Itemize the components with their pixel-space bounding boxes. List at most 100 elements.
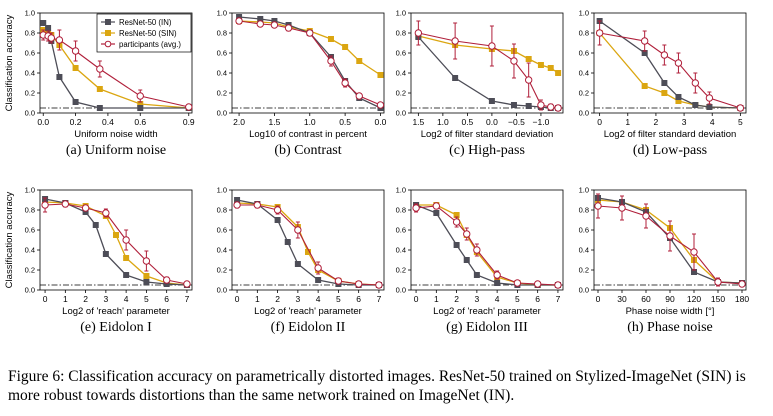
- data-point-participants: [270, 21, 279, 29]
- y-tick-label: 0.8: [25, 206, 35, 215]
- y-tick-label: 0.4: [396, 69, 406, 78]
- data-point-in: [494, 280, 501, 286]
- data-point-participants: [102, 209, 110, 217]
- y-tick-label: 1.0: [579, 186, 589, 195]
- data-point-in: [452, 75, 459, 81]
- data-point-participants: [642, 212, 650, 220]
- y-tick-label: 0.6: [579, 49, 589, 58]
- data-point-sin: [453, 212, 460, 218]
- x-axis-label: Log2 of 'reach' parameter: [254, 306, 362, 317]
- x-tick-label: 4: [316, 294, 321, 304]
- x-tick-label: 7: [185, 294, 190, 304]
- data-point-participants: [183, 280, 191, 288]
- chart-panel-3: 0.0 0.2 0.4 0.6 0.8 1.0 1.5 1.0 0.5 0.0 −0.5 −1.0 Lo…: [396, 9, 564, 158]
- data-point-participants: [375, 281, 383, 289]
- series-line-participants: [45, 203, 188, 285]
- data-point-participants: [162, 276, 171, 284]
- x-tick-label: −1.0: [533, 117, 550, 127]
- x-tick-label: 1.0: [304, 117, 316, 127]
- x-tick-label: 0: [597, 117, 602, 127]
- series-line-participants: [237, 204, 379, 286]
- data-point-participants: [595, 29, 604, 37]
- y-tick-label: 0.2: [25, 89, 35, 98]
- data-point-in: [82, 209, 89, 215]
- y-tick-label: 0.6: [25, 49, 35, 58]
- subcaption: (c) High-pass: [449, 143, 525, 158]
- data-point-participants: [273, 206, 282, 214]
- x-tick-label: 5: [144, 294, 149, 304]
- y-tick-label: 1.0: [396, 9, 406, 18]
- x-tick-label: 0.6: [134, 117, 146, 127]
- data-point-in: [72, 99, 79, 105]
- subcaption: (b) Contrast: [274, 143, 341, 158]
- data-point-participants: [233, 201, 241, 209]
- x-tick-label: 0.5: [339, 117, 351, 127]
- data-point-participants: [666, 232, 674, 240]
- data-point-sin: [123, 255, 130, 261]
- y-tick-label: 0.8: [579, 206, 589, 215]
- subcaption: (h) Phase noise: [627, 320, 713, 335]
- data-point-in: [525, 103, 532, 109]
- data-point-participants: [488, 42, 496, 50]
- legend-label-sin: ResNet-50 (SIN): [119, 29, 177, 38]
- y-tick-label: 0.8: [25, 29, 35, 38]
- data-point-participants: [414, 29, 423, 37]
- y-tick-label: 0.4: [217, 246, 227, 255]
- data-point-in: [433, 210, 440, 216]
- data-point-participants: [96, 65, 104, 73]
- data-point-participants: [355, 92, 363, 100]
- data-point-in: [284, 239, 291, 245]
- chart-panel-5: 0.0 0.2 0.4 0.6 0.8 1.0 0 1 2 3 4 5 6 7 Log2 of 'reach…: [4, 186, 193, 335]
- series-line-in: [415, 204, 558, 286]
- data-point-participants: [81, 204, 90, 212]
- data-point-sin: [547, 65, 554, 71]
- data-point-in: [510, 102, 517, 108]
- x-tick-label: 0.2: [70, 117, 82, 127]
- data-point-participants: [451, 37, 459, 45]
- plot-frame: [231, 12, 385, 114]
- data-point-participants: [690, 248, 698, 256]
- x-tick-label: 1: [255, 294, 260, 304]
- data-point-participants: [327, 57, 335, 65]
- data-point-sin: [377, 72, 384, 78]
- x-axis-label: Uniform noise width: [74, 129, 157, 140]
- series-line-in: [599, 20, 741, 109]
- x-tick-label: 0.9: [183, 117, 195, 127]
- x-tick-label: 6: [535, 294, 540, 304]
- x-tick-label: 2: [83, 294, 88, 304]
- x-tick-label: 5: [515, 294, 520, 304]
- data-point-participants: [432, 202, 441, 210]
- y-tick-label: 0.8: [217, 206, 227, 215]
- chart-panel-6: 0.0 0.2 0.4 0.6 0.8 1.0 0 1 2 3 4 5 6 7 Log2 of 'reach…: [217, 186, 385, 335]
- data-point-participants: [705, 94, 714, 102]
- data-point-participants: [256, 20, 264, 28]
- y-tick-label: 0.2: [579, 266, 589, 275]
- x-tick-label: 6: [164, 294, 169, 304]
- y-tick-label: 1.0: [579, 9, 589, 18]
- x-tick-label: 3: [295, 294, 300, 304]
- x-axis-label: Phase noise width [°]: [626, 306, 715, 317]
- data-point-in: [137, 105, 144, 111]
- x-tick-label: 90: [665, 294, 675, 304]
- x-tick-label: 0: [414, 294, 419, 304]
- data-point-participants: [354, 280, 363, 288]
- series-line-sin: [599, 32, 741, 109]
- y-tick-label: 0.0: [25, 109, 35, 118]
- x-tick-label: 2: [275, 294, 280, 304]
- x-axis-label: Log2 of filter standard deviation: [421, 129, 554, 140]
- series-line-participants: [418, 32, 559, 109]
- data-point-in: [257, 16, 264, 22]
- y-tick-label: 0.6: [396, 49, 406, 58]
- series-line-sin: [418, 35, 559, 74]
- y-tick-label: 0.0: [396, 286, 406, 295]
- figure-caption: Figure 6: Classification accuracy on par…: [8, 368, 746, 404]
- data-point-in: [473, 272, 480, 278]
- x-tick-label: 4: [495, 294, 500, 304]
- x-tick-label: 60: [641, 294, 651, 304]
- x-tick-label: 120: [687, 294, 701, 304]
- y-tick-label: 0.0: [579, 286, 589, 295]
- y-tick-label: 0.4: [579, 69, 589, 78]
- legend-marker-participants: [104, 40, 112, 48]
- x-tick-label: 0: [596, 294, 601, 304]
